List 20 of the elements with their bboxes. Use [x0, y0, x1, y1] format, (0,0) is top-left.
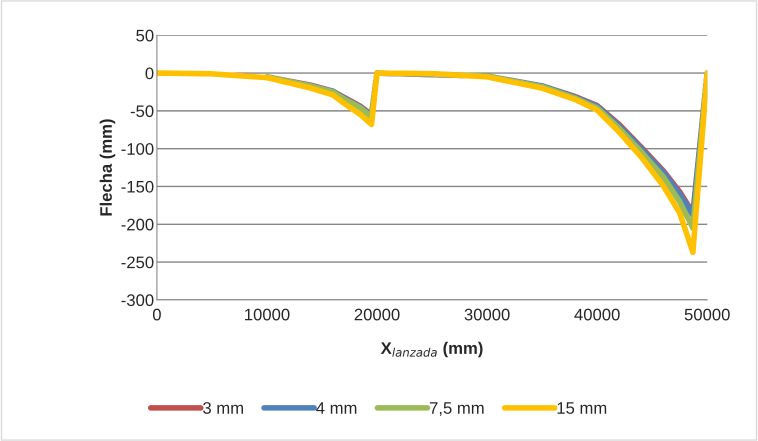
legend-label: 7,5 mm [430, 402, 484, 416]
y-tick-label: -100 [122, 143, 154, 155]
x-axis-title: X$_{lanzada}$ (mm) [380, 342, 483, 358]
y-axis-title: Flecha (mm) [100, 119, 116, 216]
legend-label: 4 mm [316, 402, 356, 414]
y-tick-label: -50 [130, 105, 154, 118]
y-tick-label: 50 [136, 30, 154, 42]
y-tick-label: -300 [122, 294, 154, 306]
x-tick-label: 30000 [464, 308, 510, 320]
y-tick-label: -200 [122, 218, 154, 230]
legend-label: 3 mm [203, 402, 243, 414]
x-tick-label: 40000 [574, 308, 620, 320]
y-tick-label: 0 [146, 67, 154, 80]
x-tick-label: 0 [152, 308, 161, 320]
x-tick-label: 20000 [354, 308, 400, 320]
y-tick-label: -150 [122, 180, 154, 193]
legend-label: 15 mm [558, 402, 606, 414]
x-tick-label: 50000 [684, 308, 730, 320]
x-tick-label: 10000 [245, 308, 290, 320]
y-tick-label: -250 [122, 256, 154, 268]
